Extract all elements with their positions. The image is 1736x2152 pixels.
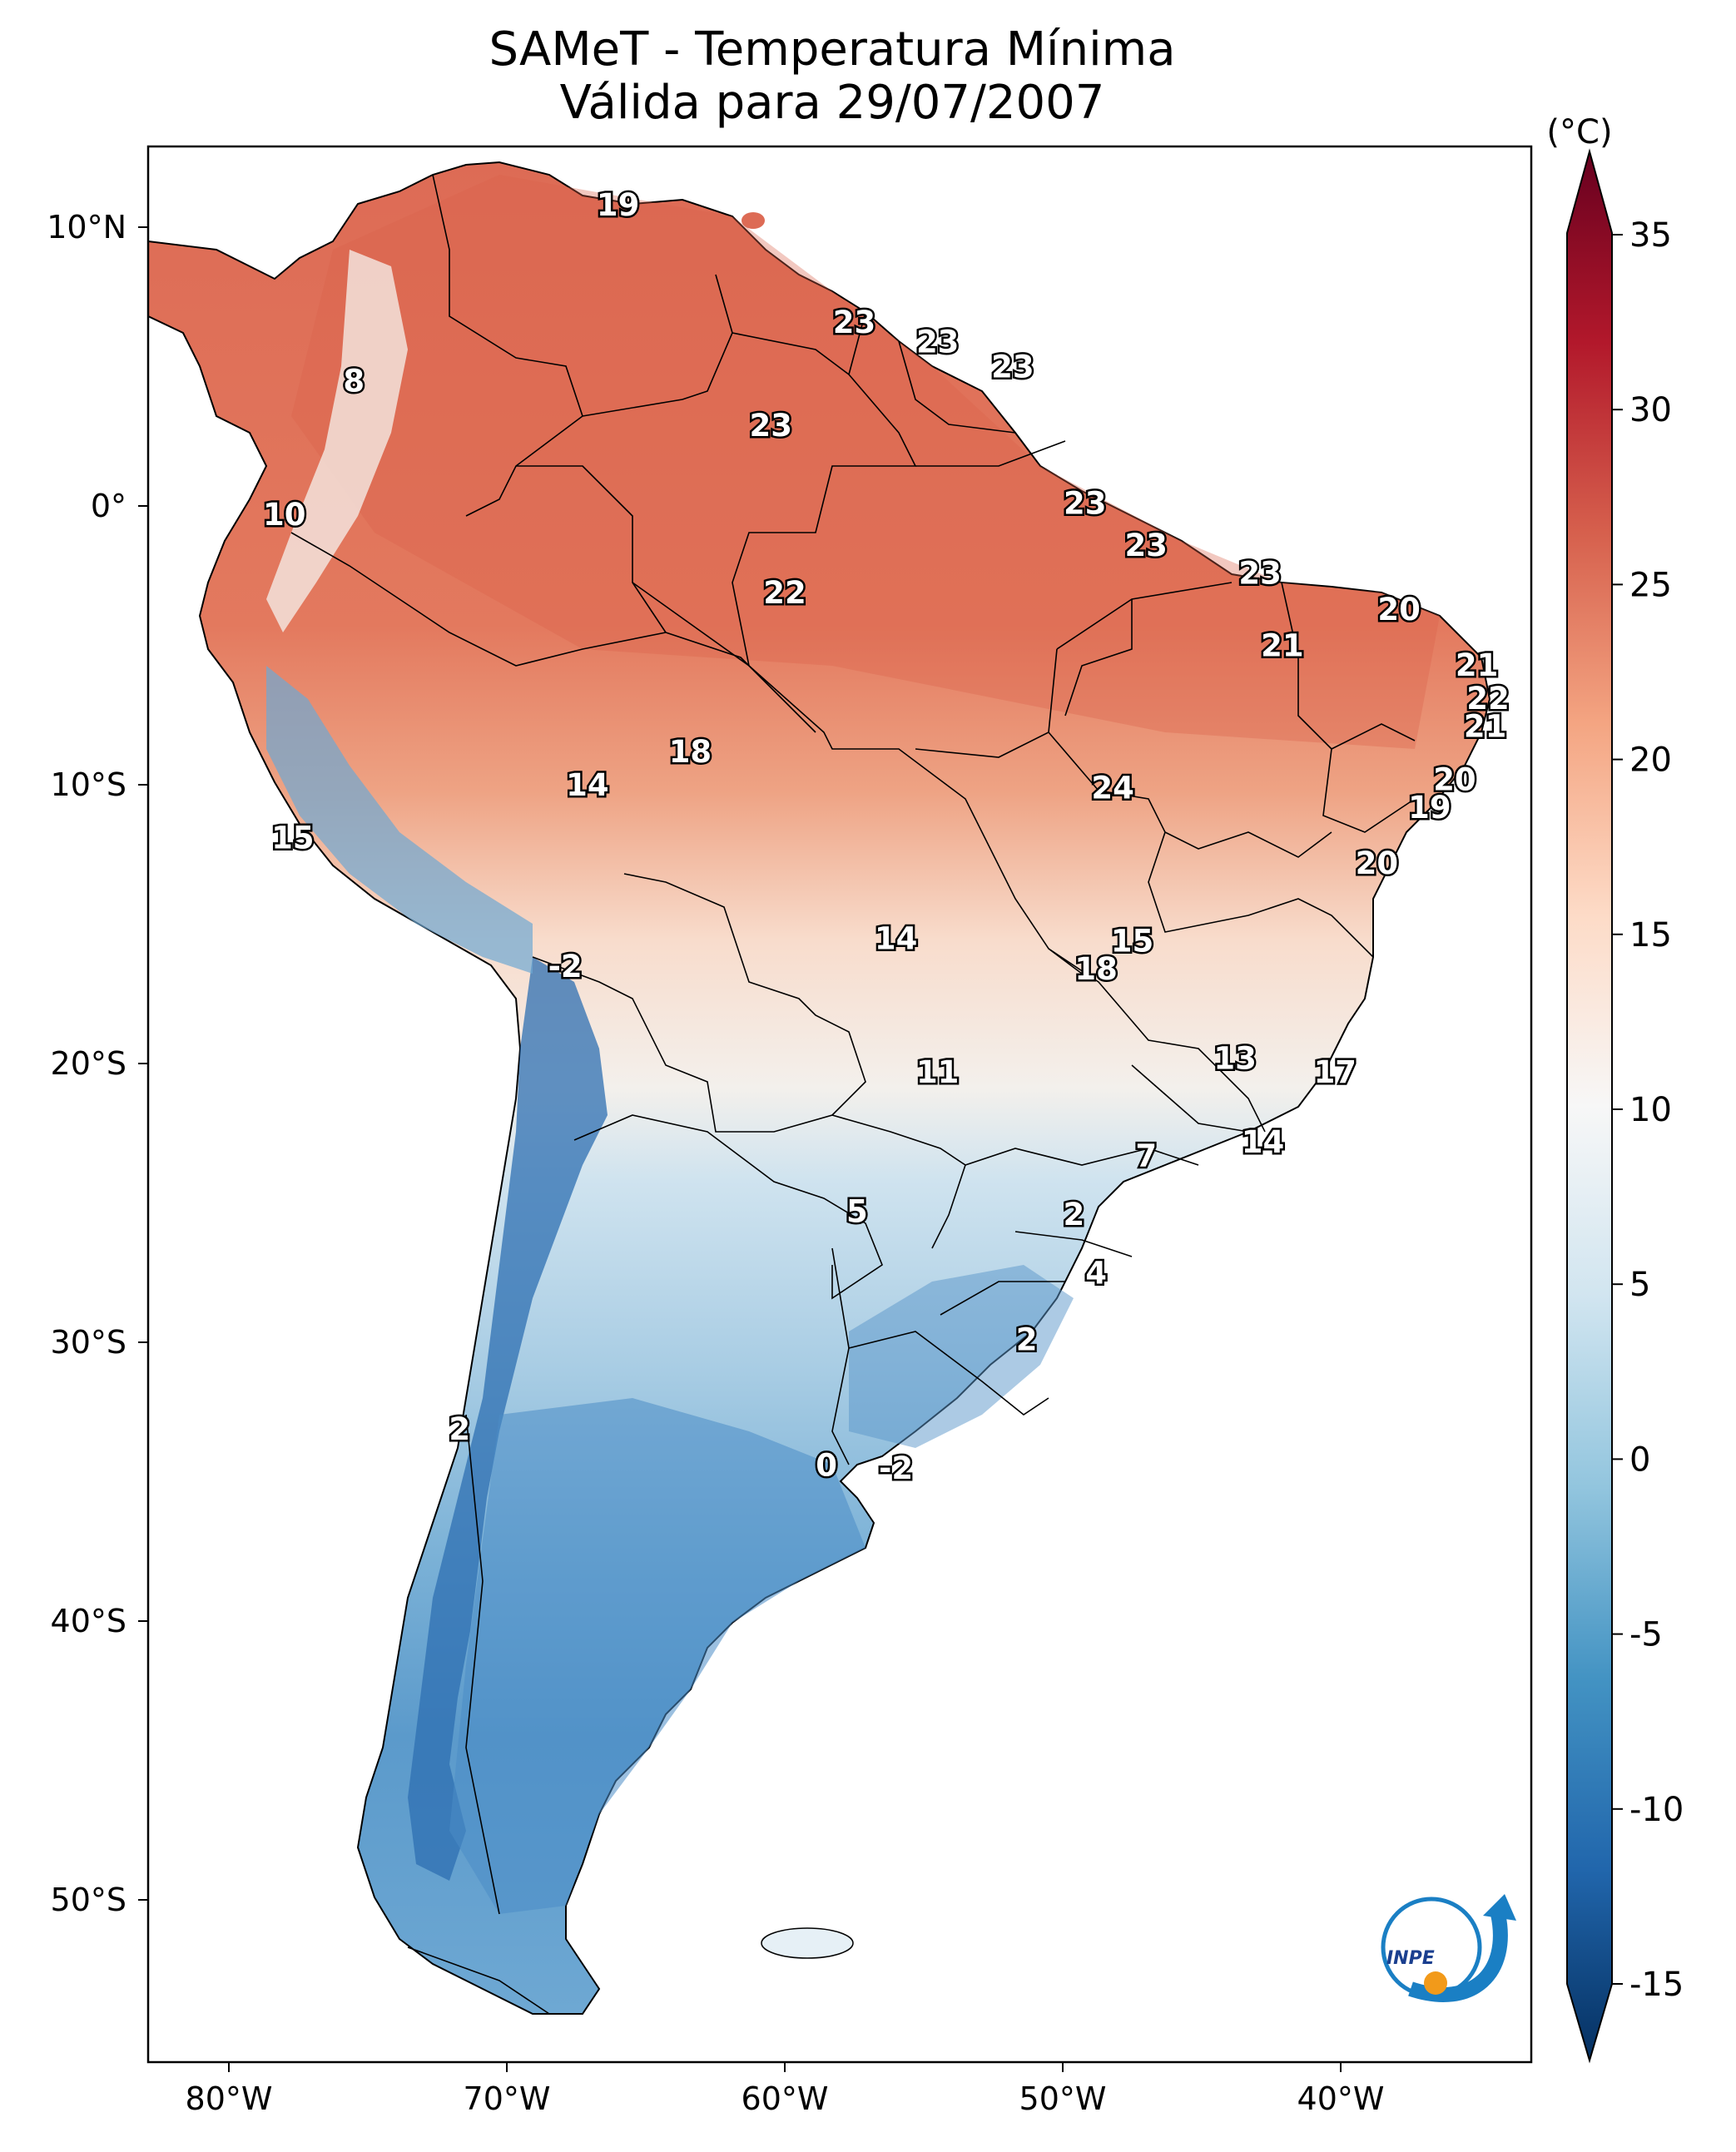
temperature-value-label: 15 (271, 821, 315, 856)
temperature-value-label: 2 (1063, 1197, 1084, 1232)
temperature-value-label: 14 (875, 920, 918, 956)
temperature-value-label: 8 (343, 363, 365, 399)
latitude-axis: 10°N 0° 10°S 20°S 30°S 40°S 50°S (47, 209, 148, 1918)
temperature-value-label: 23 (991, 350, 1034, 385)
temperature-value-label: 0 (816, 1447, 837, 1483)
temperature-value-label: 23 (1238, 555, 1282, 591)
colorbar-tick-label: -15 (1629, 1966, 1684, 2004)
temperature-value-label: 4 (1085, 1255, 1107, 1291)
temperature-value-label: 22 (763, 575, 806, 611)
lon-tick-label: 60°W (742, 2080, 829, 2117)
temperature-value-label: 18 (669, 734, 712, 770)
temperature-value-label: 17 (1314, 1054, 1357, 1090)
logo-dot (1424, 1971, 1447, 1995)
temperature-value-label: 24 (1091, 770, 1134, 806)
patagonia-cold-area (449, 1398, 866, 1914)
lon-tick-label: 50°W (1019, 2080, 1107, 2117)
colorbar-tick-label: 5 (1629, 1266, 1650, 1304)
lat-tick-label: 20°S (51, 1045, 126, 1082)
country-borders (290, 174, 1416, 2015)
lat-tick-label: 10°N (47, 209, 126, 245)
temperature-value-label: 23 (833, 305, 876, 340)
temperature-value-label: 19 (597, 187, 640, 223)
lon-tick-label: 80°W (186, 2080, 273, 2117)
temperature-value-label: 19 (1408, 790, 1451, 826)
colorbar-tick-label: -5 (1629, 1616, 1663, 1654)
temperature-value-label: 21 (1464, 709, 1507, 745)
colorbar-bar (1566, 148, 1613, 2064)
north-warm-area (291, 175, 1440, 749)
map-title: SAMeT - Temperatura Mínima Válida para 2… (0, 23, 1664, 130)
colorbar-tick-label: 0 (1629, 1440, 1650, 1479)
temperature-value-label: 23 (750, 408, 793, 444)
longitude-axis: 80°W 70°W 60°W 50°W 40°W (186, 2062, 1385, 2117)
colorbar-tick-label: 10 (1629, 1091, 1672, 1129)
colorbar-tick-label: 35 (1629, 216, 1672, 255)
temperature-value-label: 20 (1377, 592, 1421, 627)
colorbar-tick-label: 30 (1629, 391, 1672, 429)
lon-tick-label: 40°W (1297, 2080, 1385, 2117)
temperature-value-label: 14 (1242, 1124, 1285, 1160)
colombia-andes-band (266, 250, 408, 632)
temperature-value-label: 21 (1456, 647, 1499, 683)
uruguay-cold-area (849, 1265, 1074, 1448)
colorbar-tick-label: 15 (1629, 916, 1672, 955)
inpe-logo: INPE (1381, 1894, 1516, 2002)
temperature-value-label: 11 (916, 1054, 960, 1090)
temperature-value-label: 23 (916, 324, 960, 359)
lon-tick-label: 70°W (464, 2080, 551, 2117)
temperature-value-label: 21 (1261, 628, 1304, 664)
temperature-value-label: 2 (1016, 1322, 1038, 1358)
temperature-value-label: 15 (1111, 924, 1154, 959)
title-line-2: Válida para 29/07/2007 (559, 76, 1105, 130)
map-area (148, 161, 1491, 2015)
temperature-value-label: 22 (1466, 681, 1510, 717)
peru-andes-band (266, 666, 533, 974)
map-frame (146, 145, 1533, 2064)
temperature-value-label: 14 (566, 767, 609, 803)
colorbar: (°C) 35 30 25 20 15 10 5 0 -5 -10 -15 (1546, 113, 1684, 2064)
temperature-value-label: 7 (1135, 1138, 1157, 1174)
temperature-value-label: 10 (263, 497, 306, 533)
falkland-islands (761, 1927, 854, 1959)
andes-cold-band (408, 957, 608, 1881)
colorbar-unit: (°C) (1546, 113, 1612, 151)
logo-arrow-icon (1483, 1894, 1516, 1921)
temperature-value-label: 18 (1074, 951, 1118, 987)
temperature-value-label: -2 (548, 949, 583, 984)
temperature-value-label: 5 (846, 1194, 868, 1230)
temperature-value-label: 23 (1124, 528, 1168, 563)
lat-tick-label: 40°S (51, 1603, 126, 1639)
lat-tick-label: 10°S (51, 766, 126, 803)
trinidad-island (742, 212, 765, 229)
temperature-value-label: 13 (1213, 1040, 1257, 1076)
lat-tick-label: 30°S (51, 1324, 126, 1361)
temperature-value-label: 20 (1356, 845, 1399, 881)
temperature-value-label: -2 (879, 1450, 913, 1486)
colorbar-ticks: 35 30 25 20 15 10 5 0 -5 -10 -15 (1612, 216, 1684, 2004)
colorbar-tick-label: 25 (1629, 566, 1672, 604)
logo-text: INPE (1386, 1948, 1435, 1969)
lat-tick-label: 0° (91, 488, 126, 524)
temperature-value-label: 2 (449, 1411, 470, 1447)
colorbar-tick-label: -10 (1629, 1791, 1684, 1829)
title-line-1: SAMeT - Temperatura Mínima (489, 22, 1176, 77)
colorbar-tick-label: 20 (1629, 741, 1672, 780)
temperature-value-label: 23 (1064, 486, 1107, 522)
lat-tick-label: 50°S (51, 1882, 126, 1918)
temperature-value-label: 20 (1433, 761, 1476, 797)
